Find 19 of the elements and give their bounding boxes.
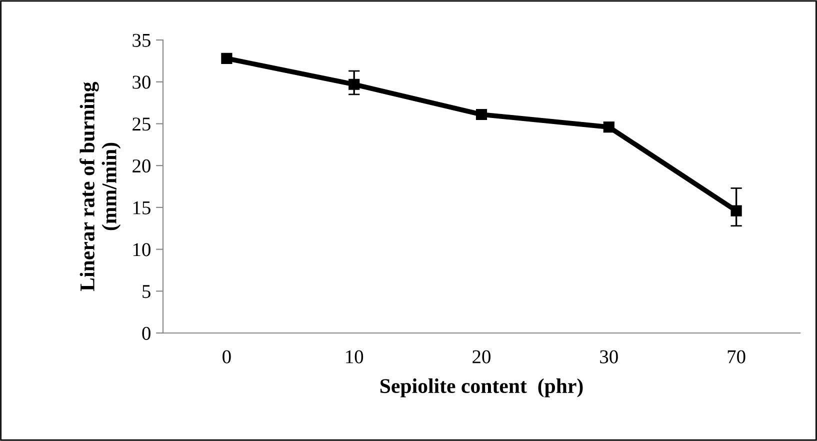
y-tick-label: 25 (132, 118, 150, 131)
x-axis-title: Sepiolite content (phr) (380, 378, 583, 398)
y-tick-label: 35 (132, 34, 150, 47)
y-tick-label: 5 (142, 285, 150, 298)
point (603, 122, 614, 133)
x-tick-label: 10 (346, 350, 364, 364)
x-tick-label: 20 (472, 350, 490, 364)
y-axis-title: Linerar rate of burning (mm/min) (80, 82, 121, 291)
point (221, 52, 232, 64)
x-tick-label: 0 (222, 350, 231, 364)
point (730, 205, 742, 216)
x-tick-label: 70 (728, 350, 746, 364)
x-tick-label: 30 (600, 350, 618, 364)
y-tick-label: 10 (133, 243, 150, 256)
y-tick-label: 30 (132, 76, 150, 89)
y-tick-label: 0 (142, 326, 150, 340)
point (476, 108, 488, 120)
y-tick-label: 15 (133, 201, 150, 214)
y-tick-label: 20 (132, 159, 150, 173)
